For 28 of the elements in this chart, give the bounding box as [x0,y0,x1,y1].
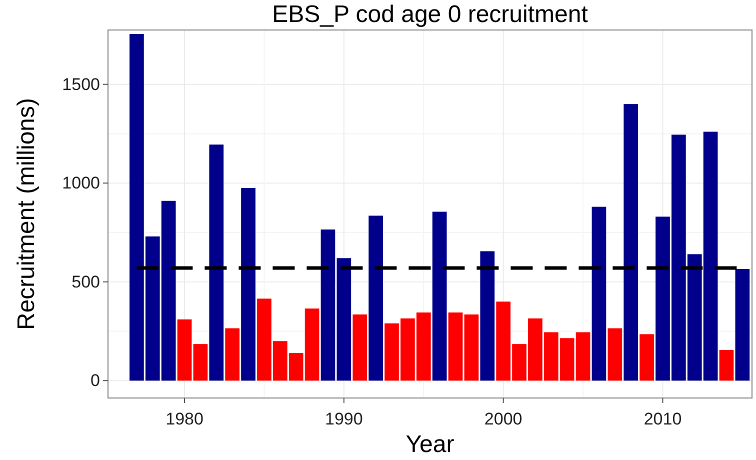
chart-title: EBS_P cod age 0 recruitment [272,1,588,28]
bar [735,269,750,381]
bar [368,216,383,381]
bar [480,251,495,381]
bar [640,334,654,381]
bar [448,312,463,381]
bar [624,104,638,381]
bar [432,212,447,381]
x-tick-label: 2010 [644,410,682,429]
x-axis-title: Year [406,431,454,458]
bar [608,328,622,381]
bar [719,350,734,381]
y-axis-title: Recruitment (millions) [13,98,40,330]
bar [352,314,368,381]
x-tick-label: 1980 [166,410,204,429]
x-tick-label: 2000 [484,410,522,429]
bar [193,344,208,381]
bar [592,206,606,381]
x-tick-label: 1990 [325,410,363,429]
y-tick-label: 1000 [62,174,100,193]
bar [464,314,479,381]
bar [241,188,256,381]
bar [177,319,192,381]
bar [209,144,224,381]
y-tick-label: 500 [72,272,100,292]
y-tick-label: 1500 [62,74,100,94]
y-tick-label: 0 [90,371,100,390]
bar [225,328,240,381]
